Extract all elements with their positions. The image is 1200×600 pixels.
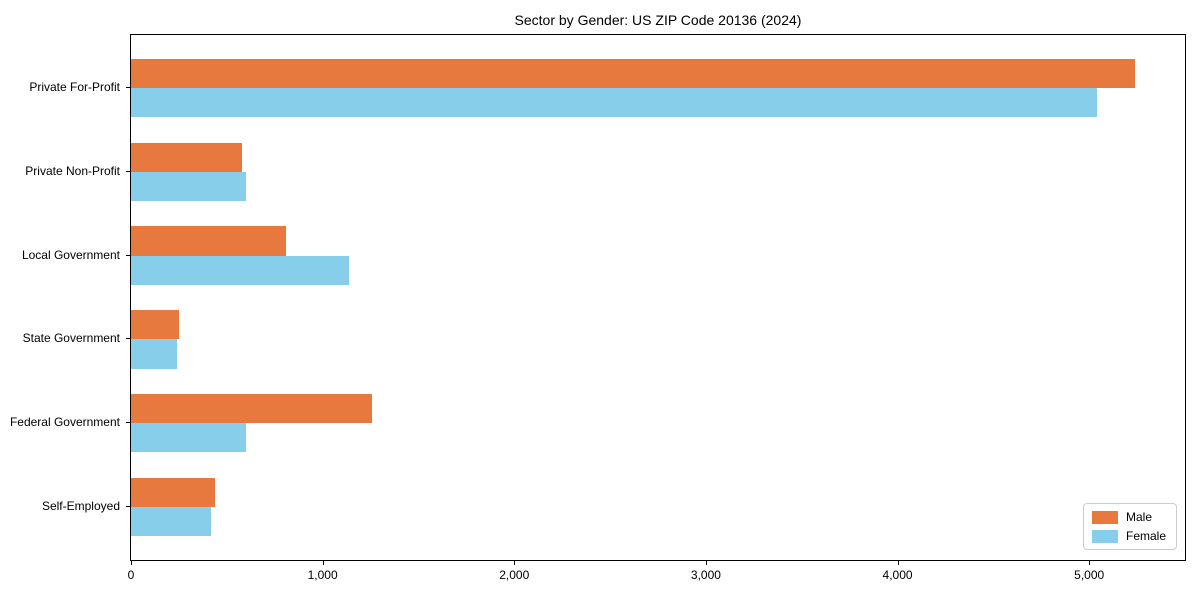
bar-female-state-government — [131, 339, 177, 369]
x-tick-label: 1,000 — [307, 568, 338, 582]
y-tick-mark — [126, 338, 130, 340]
bar-male-private-for-profit — [131, 58, 1136, 89]
x-tick-label: 2,000 — [499, 568, 530, 582]
legend-swatch-male — [1091, 510, 1118, 524]
y-tick-label: Self-Employed — [41, 498, 120, 513]
y-tick-mark — [126, 87, 130, 89]
legend-label-female: Female — [1125, 529, 1166, 543]
legend-label-male: Male — [1125, 510, 1152, 524]
y-tick-label: Local Government — [21, 247, 120, 262]
bar-female-local-government — [131, 255, 350, 285]
y-tick-mark — [126, 505, 130, 507]
bar-male-state-government — [131, 310, 179, 340]
legend: Male Female — [1082, 503, 1177, 550]
bar-female-self-employed — [131, 506, 212, 537]
x-tick-label: 4,000 — [882, 568, 913, 582]
bar-male-federal-government — [131, 393, 373, 424]
y-tick-mark — [126, 422, 130, 424]
x-tick-label: 3,000 — [690, 568, 721, 582]
x-tick-mark — [322, 561, 324, 565]
legend-entry-male: Male — [1091, 510, 1166, 524]
bar-female-private-non-profit — [131, 171, 246, 202]
plot-area: Male Female — [130, 34, 1186, 561]
bar-female-private-for-profit — [131, 88, 1097, 118]
legend-swatch-female — [1091, 529, 1118, 543]
y-tick-label: State Government — [22, 331, 120, 346]
x-tick-label: 5,000 — [1074, 568, 1105, 582]
chart-title: Sector by Gender: US ZIP Code 20136 (202… — [514, 12, 802, 28]
bar-male-self-employed — [131, 477, 216, 507]
x-tick-mark — [514, 561, 516, 565]
bar-male-private-non-profit — [131, 142, 243, 172]
y-tick-mark — [126, 170, 130, 172]
x-tick-label: 0 — [127, 568, 135, 582]
x-tick-mark — [705, 561, 707, 565]
bar-female-federal-government — [131, 423, 246, 453]
x-tick-mark — [131, 561, 132, 565]
y-tick-label: Private For-Profit — [29, 80, 120, 95]
y-tick-mark — [126, 254, 130, 256]
y-tick-label: Federal Government — [9, 415, 120, 430]
x-tick-mark — [897, 561, 899, 565]
y-tick-label: Private Non-Profit — [25, 163, 120, 178]
x-tick-mark — [1089, 561, 1091, 565]
bar-male-local-government — [131, 226, 287, 256]
legend-entry-female: Female — [1091, 529, 1166, 543]
